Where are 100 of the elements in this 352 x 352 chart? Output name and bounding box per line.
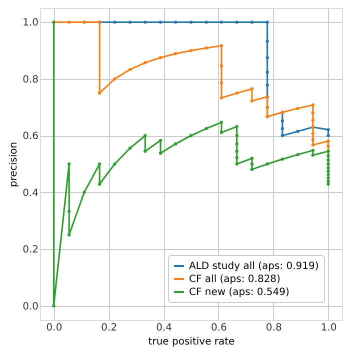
y-axis-title: precision (8, 142, 20, 188)
point (128, 68, 132, 72)
point (144, 20, 147, 24)
point (128, 20, 132, 24)
point (266, 56, 269, 60)
point (113, 20, 116, 24)
legend-label: CF all (aps: 0.828) (189, 274, 281, 285)
point (235, 134, 238, 138)
x-tick-label: 1.0 (320, 322, 337, 334)
point (235, 162, 238, 166)
point (250, 20, 254, 24)
point (326, 144, 330, 148)
point (220, 96, 224, 100)
point (311, 148, 314, 152)
point (266, 162, 269, 166)
point (311, 154, 314, 157)
point (174, 142, 178, 146)
point (158, 56, 162, 60)
point (326, 158, 330, 162)
y-tick-label: 1.0 (22, 18, 38, 29)
point (326, 162, 330, 166)
y-tick-label: 0.4 (22, 188, 38, 199)
point (113, 77, 116, 80)
point (311, 132, 314, 136)
point (296, 153, 300, 156)
point (68, 210, 71, 213)
point (98, 92, 102, 95)
point (296, 130, 300, 133)
x-tick-label: 0.0 (46, 322, 62, 334)
point (235, 150, 238, 153)
x-tick-label: 0.6 (211, 322, 227, 334)
point (174, 52, 178, 56)
point (326, 166, 330, 170)
point (113, 162, 116, 166)
point (174, 20, 178, 24)
point (266, 40, 269, 43)
legend-label: ALD study all (aps: 0.919) (189, 261, 319, 272)
point (189, 20, 193, 24)
point (220, 130, 224, 134)
x-tick-label: 0.4 (156, 322, 172, 334)
point (220, 44, 224, 48)
point (280, 126, 284, 130)
point (68, 233, 71, 236)
y-tick-label: 0.0 (22, 301, 38, 312)
point (98, 182, 102, 186)
x-tick-label: 0.8 (266, 322, 282, 334)
point (68, 20, 71, 24)
point (311, 143, 314, 147)
point (220, 64, 224, 68)
x-axis-title: true positive rate (148, 336, 235, 348)
point (326, 154, 330, 158)
point (158, 152, 162, 155)
point (266, 84, 269, 87)
point (204, 20, 208, 24)
point (144, 134, 147, 138)
point (158, 138, 162, 142)
point (296, 106, 300, 110)
point (204, 126, 208, 130)
point (52, 304, 56, 308)
point (235, 124, 238, 128)
point (326, 182, 330, 186)
point (189, 48, 193, 52)
point (250, 168, 254, 171)
point (235, 92, 238, 95)
line-series (52, 20, 330, 308)
point (326, 176, 330, 180)
point (189, 134, 193, 138)
point (204, 46, 208, 50)
point (250, 162, 254, 166)
y-tick-label: 0.2 (22, 244, 38, 256)
x-tick-label: 0.2 (101, 322, 118, 334)
point (311, 111, 314, 115)
point (266, 20, 269, 24)
point (280, 134, 284, 138)
point (235, 156, 238, 160)
point (144, 150, 147, 153)
point (280, 119, 284, 122)
y-tick-label: 0.8 (22, 74, 38, 86)
point (235, 142, 238, 146)
point (326, 173, 330, 176)
point (235, 20, 238, 24)
point (220, 120, 224, 124)
legend-label: CF new (aps: 0.549) (189, 287, 290, 298)
point (68, 162, 71, 166)
point (250, 87, 254, 90)
point (128, 146, 132, 150)
point (326, 134, 330, 138)
point (311, 103, 314, 107)
point (220, 81, 224, 84)
point (266, 70, 269, 74)
point (326, 170, 330, 173)
point (220, 20, 224, 24)
point (311, 118, 314, 122)
point (326, 139, 330, 143)
point (250, 156, 254, 160)
point (280, 158, 284, 161)
y-tick-label: 0.6 (22, 131, 38, 142)
point (326, 180, 330, 183)
point (311, 138, 314, 142)
point (158, 20, 162, 24)
